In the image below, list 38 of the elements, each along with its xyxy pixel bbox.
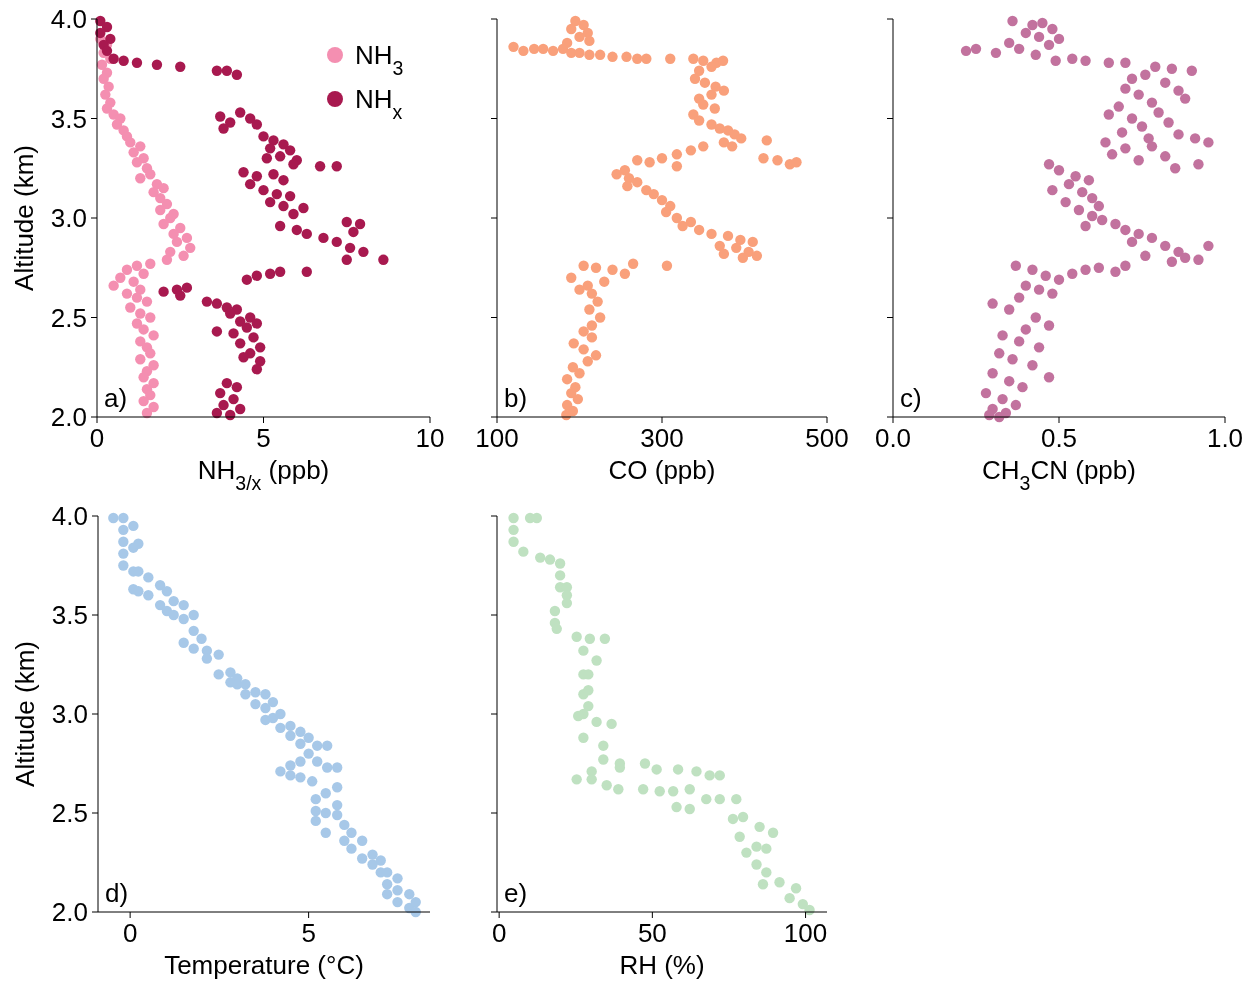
x-tick-label: 0.5: [1040, 423, 1078, 453]
x-tick-label: 5: [256, 423, 271, 453]
annotation: b): [504, 383, 528, 413]
x-axis-title: Temperature (°C): [164, 950, 364, 980]
y-tick-label: 2.0: [51, 897, 88, 927]
y-tick-label: 4.0: [50, 4, 87, 34]
y-tick-label: 3.0: [50, 203, 87, 233]
x-axis-title: CH$_{3}$CN (ppb): [982, 455, 1136, 494]
y-tick-label: 2.5: [51, 798, 88, 828]
annotation: a): [104, 383, 128, 413]
y-tick-label: 2.5: [50, 302, 87, 333]
legend-label: NH$_{x}$: [355, 84, 403, 123]
x-axis-title: CO (ppb): [608, 455, 716, 485]
y-tick-label: 4.0: [51, 501, 88, 531]
x-tick-label: 5: [301, 918, 316, 948]
annotation: d): [105, 878, 129, 908]
legend-label: NH$_{3}$: [355, 40, 404, 79]
x-axis-title: RH (%): [619, 950, 705, 980]
x-tick-label: 0.0: [874, 423, 912, 453]
y-tick-label: 2.0: [50, 402, 87, 432]
x-tick-label: 500: [805, 423, 849, 453]
annotation: e): [504, 878, 528, 908]
x-tick-label: 10: [415, 423, 445, 453]
y-tick-label: 3.0: [51, 699, 88, 729]
x-tick-label: 100: [783, 918, 828, 948]
y-tick-label: 3.5: [50, 103, 87, 134]
x-axis-title: NH$_{3/x}$ (ppb): [197, 455, 330, 494]
x-tick-label: 300: [640, 423, 684, 453]
x-tick-label: 0: [89, 423, 105, 453]
y-tick-label: 3.5: [51, 600, 88, 630]
y-axis-title: Altitude (km): [10, 641, 40, 787]
x-tick-label: 0: [491, 918, 507, 948]
x-tick-label: 50: [637, 918, 667, 948]
x-tick-label: 0: [122, 918, 138, 948]
x-tick-label: 100: [475, 423, 519, 453]
x-tick-label: 1.0: [1206, 423, 1244, 453]
y-axis-title: Altitude (km): [9, 145, 39, 291]
annotation: c): [900, 383, 922, 413]
